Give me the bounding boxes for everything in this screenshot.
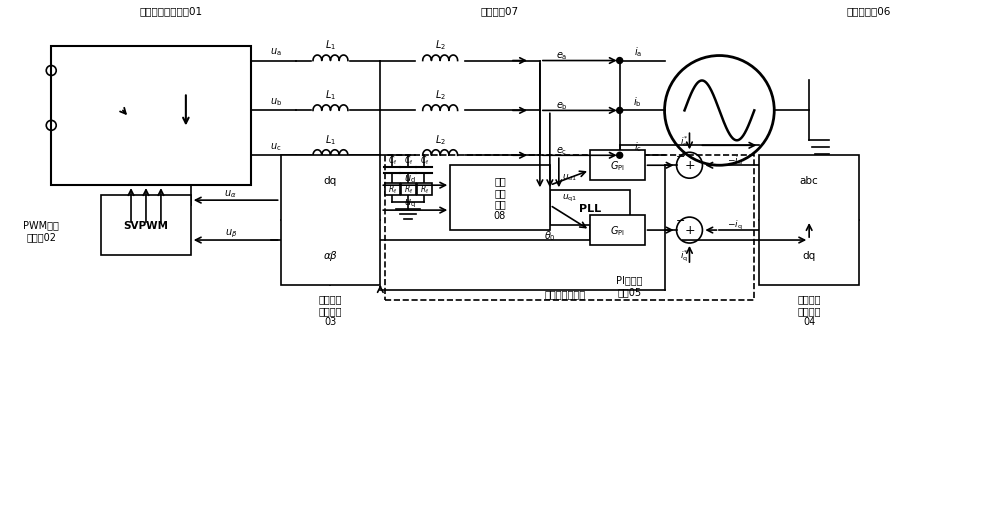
Text: $C_{\mathrm{f}}$: $C_{\mathrm{f}}$	[404, 154, 413, 166]
Text: $\alpha\beta$: $\alpha\beta$	[323, 248, 338, 263]
Text: 同步旋转坐标系: 同步旋转坐标系	[544, 288, 585, 298]
Text: $\theta_0$: $\theta_0$	[544, 229, 556, 242]
FancyBboxPatch shape	[401, 184, 416, 196]
Text: $e_{\mathrm{b}}$: $e_{\mathrm{b}}$	[556, 100, 568, 112]
Text: $L_1$: $L_1$	[325, 38, 336, 53]
Text: −: −	[676, 152, 685, 162]
FancyBboxPatch shape	[417, 184, 432, 196]
Text: $u_{\alpha}$: $u_{\alpha}$	[224, 188, 237, 199]
Text: abc: abc	[800, 176, 819, 186]
Text: $u_{\mathrm{d1}}$: $u_{\mathrm{d1}}$	[562, 173, 577, 183]
Text: $R_{\mathrm{f}}$: $R_{\mathrm{f}}$	[404, 183, 413, 196]
Text: $G_{\mathrm{PI}}$: $G_{\mathrm{PI}}$	[610, 159, 625, 173]
Text: $u_{\mathrm{a}}$: $u_{\mathrm{a}}$	[270, 46, 281, 59]
Text: $i_{\mathrm{b}}$: $i_{\mathrm{b}}$	[633, 95, 642, 109]
Text: $e_{\mathrm{c}}$: $e_{\mathrm{c}}$	[556, 145, 567, 157]
Text: dq: dq	[803, 250, 816, 261]
Text: $L_2$: $L_2$	[435, 38, 446, 53]
Text: $C_{\mathrm{f}}$: $C_{\mathrm{f}}$	[388, 154, 397, 166]
Text: 前馈
解耦
模块
08: 前馈 解耦 模块 08	[494, 176, 506, 221]
Text: $-i_{\mathrm{d}}$: $-i_{\mathrm{d}}$	[727, 154, 742, 166]
Circle shape	[617, 59, 623, 65]
FancyBboxPatch shape	[385, 184, 400, 196]
FancyBboxPatch shape	[281, 156, 380, 285]
Text: $C_{\mathrm{f}}$: $C_{\mathrm{f}}$	[420, 154, 429, 166]
Text: $L_2$: $L_2$	[435, 133, 446, 147]
Circle shape	[617, 153, 623, 159]
Text: $u_{\mathrm{q1}}$: $u_{\mathrm{q1}}$	[562, 192, 577, 204]
Text: $L_2$: $L_2$	[435, 88, 446, 102]
Text: 第一坐标
转换模块
03: 第一坐标 转换模块 03	[319, 294, 342, 327]
Text: $G_{\mathrm{PI}}$: $G_{\mathrm{PI}}$	[610, 224, 625, 237]
Text: SVPWM: SVPWM	[123, 221, 168, 231]
Text: PWM信号
调制器02: PWM信号 调制器02	[23, 220, 59, 241]
Text: $u_{\mathrm{c}}$: $u_{\mathrm{c}}$	[270, 141, 281, 153]
Text: $L_1$: $L_1$	[325, 133, 336, 147]
Text: $i_{\mathrm{c}}$: $i_{\mathrm{c}}$	[634, 140, 642, 154]
Text: $u_{\mathrm{b}}$: $u_{\mathrm{b}}$	[270, 96, 282, 108]
Text: $i_{\mathrm{q}}^{*}$: $i_{\mathrm{q}}^{*}$	[680, 248, 689, 263]
FancyBboxPatch shape	[759, 156, 859, 285]
Text: $R_{\mathrm{f}}$: $R_{\mathrm{f}}$	[420, 183, 429, 196]
Text: $u_{\mathrm{d}}$: $u_{\mathrm{d}}$	[404, 173, 416, 185]
Text: +: +	[684, 159, 695, 171]
FancyBboxPatch shape	[51, 46, 251, 186]
Text: $u_{\mathrm{q}}$: $u_{\mathrm{q}}$	[404, 197, 416, 210]
Text: $i_{\mathrm{d}}^{*}$: $i_{\mathrm{d}}^{*}$	[680, 134, 689, 148]
Text: −: −	[676, 216, 685, 226]
FancyBboxPatch shape	[101, 196, 191, 256]
Text: 第二坐标
转换模块
04: 第二坐标 转换模块 04	[797, 294, 821, 327]
Circle shape	[617, 108, 623, 114]
Text: dq: dq	[324, 176, 337, 186]
Text: PI误差调
节器05: PI误差调 节器05	[616, 275, 643, 296]
Text: $u_{\beta}$: $u_{\beta}$	[225, 227, 237, 240]
Text: 滤波模块07: 滤波模块07	[481, 7, 519, 17]
Text: $L_1$: $L_1$	[325, 88, 336, 102]
FancyBboxPatch shape	[550, 191, 630, 226]
Text: 交流输出端06: 交流输出端06	[847, 7, 891, 17]
Text: $e_{\mathrm{a}}$: $e_{\mathrm{a}}$	[556, 50, 568, 62]
FancyBboxPatch shape	[450, 166, 550, 231]
FancyBboxPatch shape	[590, 216, 645, 245]
Text: +: +	[684, 223, 695, 236]
Text: $-i_{\mathrm{q}}$: $-i_{\mathrm{q}}$	[727, 218, 742, 231]
Text: $R_{\mathrm{f}}$: $R_{\mathrm{f}}$	[388, 183, 397, 196]
FancyBboxPatch shape	[590, 151, 645, 181]
Text: 三相全桥逆变电路01: 三相全桥逆变电路01	[139, 7, 202, 17]
Text: PLL: PLL	[579, 203, 601, 213]
Text: $i_{\mathrm{a}}$: $i_{\mathrm{a}}$	[634, 45, 642, 59]
